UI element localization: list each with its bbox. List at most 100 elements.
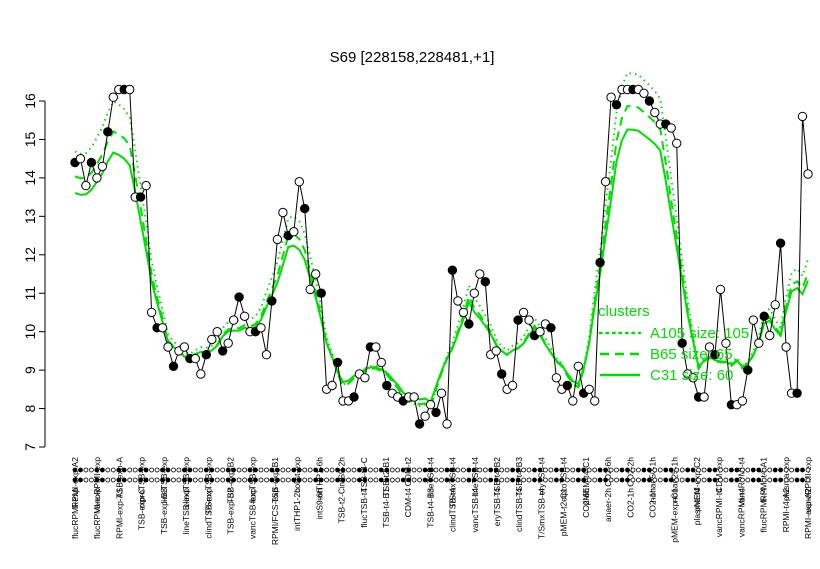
rug-marker (745, 467, 751, 473)
rug-marker (318, 467, 324, 473)
rug-marker (214, 467, 220, 473)
rug-marker (756, 467, 762, 473)
data-point (759, 311, 769, 321)
rug-marker (625, 477, 630, 483)
rug-marker (362, 467, 368, 473)
rug-marker (116, 477, 122, 483)
rug-marker (608, 477, 614, 483)
x-axis-label: TSB-exp-C (137, 488, 147, 530)
rug-marker (575, 477, 581, 483)
rug-marker (214, 477, 220, 483)
rug-marker (100, 467, 105, 473)
rug-marker (570, 477, 576, 483)
rug-marker (805, 467, 811, 473)
rug-marker (767, 467, 773, 473)
data-point (464, 319, 474, 329)
rug-marker (619, 477, 625, 483)
rug-marker (657, 477, 663, 483)
rug-marker (395, 467, 401, 473)
rug-marker (356, 477, 362, 483)
rug-marker (603, 477, 608, 483)
data-point (168, 361, 179, 371)
rug-marker (89, 467, 94, 473)
rug-marker (641, 477, 647, 483)
rug-marker (242, 467, 248, 473)
x-axis-label: TSB-exp-B1 (270, 457, 280, 504)
rug-marker (78, 477, 83, 483)
rug-marker (154, 477, 160, 483)
rug-marker (718, 477, 723, 483)
rug-marker (373, 467, 379, 473)
x-axis-label: pMEM-t2-C1 (559, 488, 569, 536)
rug-marker (406, 477, 412, 483)
x-axis-label: flucRPMI-exp (92, 488, 102, 539)
rug-marker (198, 477, 204, 483)
rug-marker (209, 467, 215, 473)
data-point (551, 373, 562, 383)
data-point (677, 338, 687, 348)
cluster-lines (74, 71, 809, 411)
rug-marker (132, 467, 138, 473)
data-point (513, 315, 523, 325)
data-point (108, 92, 119, 102)
y-tick-label: 15 (22, 131, 38, 147)
data-point (409, 392, 419, 402)
rug-marker (264, 477, 269, 483)
rug-marker (559, 477, 565, 483)
data-point (765, 330, 775, 341)
rug-marker (285, 467, 291, 473)
data-point (699, 392, 709, 402)
rug-marker (745, 477, 751, 483)
cluster-line-c31 (74, 128, 809, 404)
rug-marker (504, 477, 510, 483)
rug-marker (581, 467, 587, 473)
rug-marker (105, 477, 111, 483)
rug-marker (740, 477, 745, 483)
rug-marker (449, 477, 455, 483)
rug-marker (778, 467, 783, 473)
rug-marker (203, 467, 209, 473)
y-tick-label: 12 (22, 247, 38, 263)
rug-marker (395, 477, 401, 483)
data-point (256, 323, 266, 333)
x-axis-label: RPMI-exp-A1 (114, 488, 124, 539)
data-point (710, 350, 720, 360)
data-point (480, 277, 490, 287)
data-point (157, 323, 168, 333)
rug-marker (373, 477, 379, 483)
data-point (792, 388, 802, 398)
x-axis-label: TSB-t2-C (337, 488, 347, 523)
rug-marker (187, 477, 193, 483)
rug-marker (192, 477, 198, 483)
rug-marker (138, 477, 144, 483)
x-axis-label: clindTSB-exp (203, 488, 213, 539)
y-tick-label: 11 (22, 286, 38, 301)
rug-marker (723, 477, 729, 483)
rug-marker (181, 467, 187, 473)
data-point (420, 411, 430, 421)
rug-marker (449, 467, 455, 473)
legend-entry-c31: C31 size: 60 (650, 367, 733, 384)
rug-marker (83, 467, 89, 473)
rug-marker (734, 467, 740, 473)
data-point (316, 288, 326, 298)
rug-marker (264, 467, 269, 473)
x-axis-label: T/SmxTSB-t4 (537, 488, 547, 539)
rug-marker (674, 467, 680, 473)
x-axis-label: anaer-2h (603, 488, 613, 522)
rug-marker (444, 477, 450, 483)
data-point (190, 353, 201, 364)
rug-marker (636, 477, 641, 483)
rug-marker (324, 477, 330, 483)
rug-marker (247, 467, 253, 473)
rug-marker (564, 477, 570, 483)
x-axis-label: TSB-exp-B2 (226, 488, 236, 535)
x-axis-label: vancTSB-exp (248, 488, 258, 539)
rug-marker (532, 467, 537, 473)
data-point (524, 315, 534, 325)
rug-marker (143, 477, 149, 483)
cluster-line-a105 (74, 71, 809, 411)
rug-marker (477, 477, 483, 483)
rug-marker (209, 477, 215, 483)
data-point (775, 238, 786, 248)
